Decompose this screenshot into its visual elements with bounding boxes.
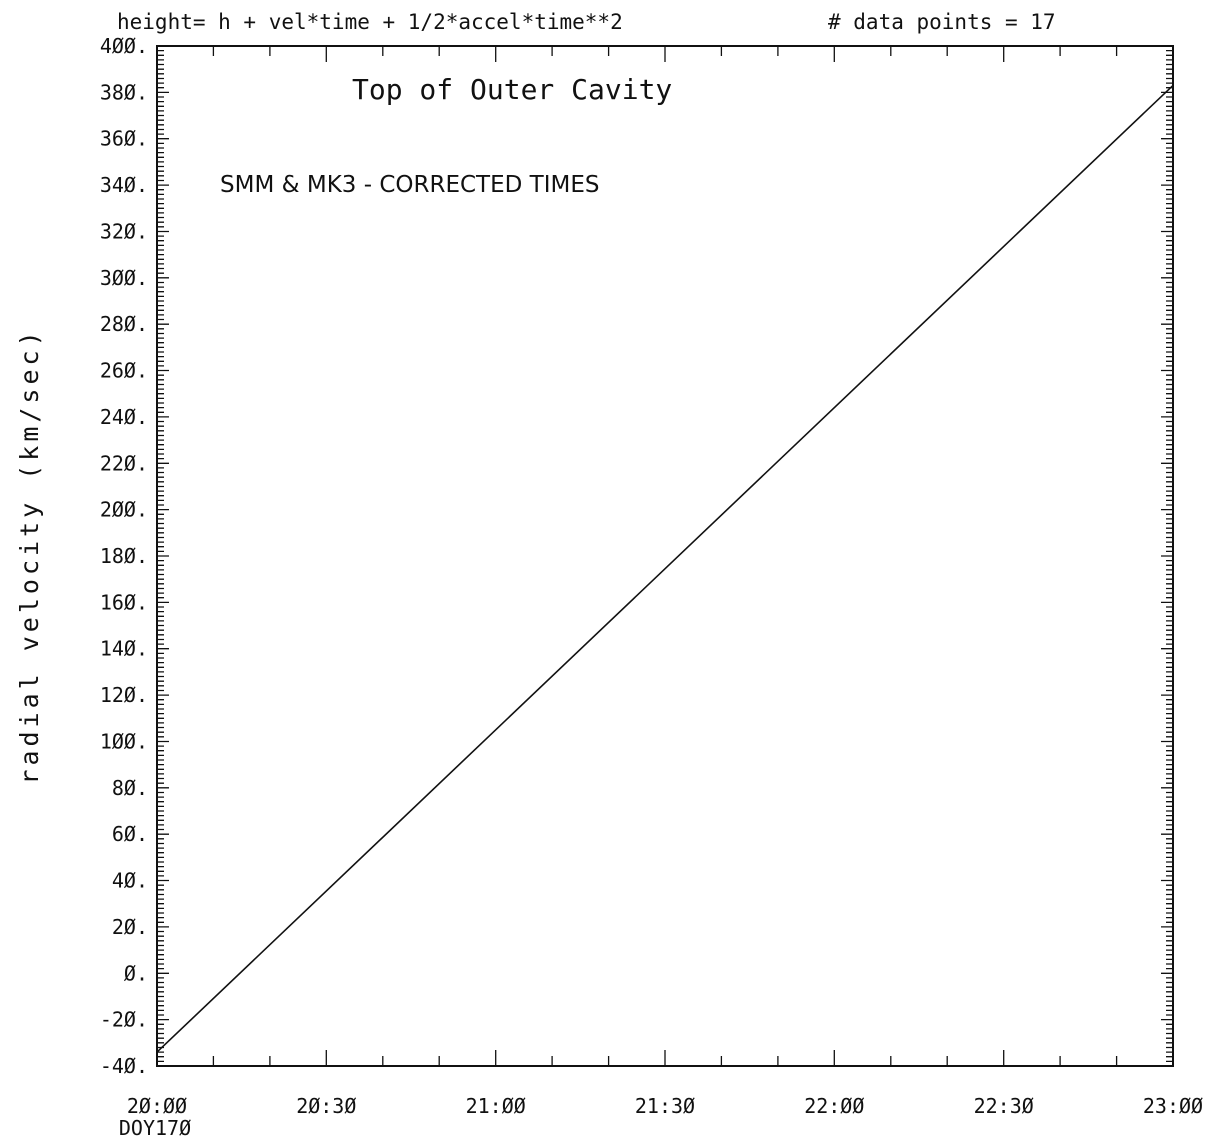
y-tick-label: 18Ø. (100, 544, 148, 568)
y-tick-label: 3ØØ. (100, 266, 148, 290)
y-tick-label: 36Ø. (100, 127, 148, 151)
y-tick-label: 2ØØ. (100, 498, 148, 522)
y-tick-label: 14Ø. (100, 637, 148, 661)
x-tick-labels: 2Ø:ØØ 2Ø:3Ø 21:ØØ 21:3Ø 22:ØØ 22:3Ø 23:ØØ (127, 1094, 1203, 1118)
y-tick-label: 2Ø. (112, 915, 148, 939)
y-tick-label: 38Ø. (100, 80, 148, 104)
y-tick-label: 32Ø. (100, 220, 148, 244)
y-tick-label: 24Ø. (100, 405, 148, 429)
y-tick-labels: 4ØØ. 38Ø. 36Ø. 34Ø. 32Ø. 3ØØ. 28Ø. 26Ø. 24Ø. 22Ø.… (100, 34, 148, 1078)
formula-header: height= h + vel*time + 1/2*accel*time**2 (117, 10, 623, 34)
series-layer (156, 84, 1174, 1053)
chart-annotation: SMM & MK3 - CORRECTED TIMES (220, 172, 599, 198)
y-tick-label: 4ØØ. (100, 34, 148, 58)
chart-title: Top of Outer Cavity (352, 73, 672, 106)
tick-marks (156, 45, 1174, 1067)
y-tick-label: 8Ø. (112, 776, 148, 800)
axis-ticks (156, 45, 1174, 1067)
y-tick-label: 26Ø. (100, 359, 148, 383)
velocity-line (156, 84, 1174, 1053)
y-tick-label: 12Ø. (100, 683, 148, 707)
x-tick-label: 21:ØØ (466, 1094, 526, 1118)
x-tick-label: 2Ø:3Ø (296, 1094, 356, 1118)
plot-frame (156, 45, 1174, 1067)
x-tick-label: 23:ØØ (1143, 1094, 1203, 1118)
y-tick-label: -2Ø. (100, 1008, 148, 1032)
y-tick-label: 22Ø. (100, 451, 148, 475)
y-tick-label: -4Ø. (100, 1054, 148, 1078)
y-tick-label: 1ØØ. (100, 730, 148, 754)
y-tick-label: 4Ø. (112, 869, 148, 893)
data-points-header: # data points = 17 (828, 10, 1056, 34)
y-tick-label: 28Ø. (100, 312, 148, 336)
x-tick-label: 21:3Ø (635, 1094, 695, 1118)
y-tick-label: 6Ø. (112, 822, 148, 846)
x-tick-label: 22:3Ø (974, 1094, 1034, 1118)
x-tick-label: 22:ØØ (804, 1094, 864, 1118)
y-tick-label: 16Ø. (100, 590, 148, 614)
x-tick-label: 2Ø:ØØ (127, 1094, 187, 1118)
y-tick-label: 34Ø. (100, 173, 148, 197)
x-start-label: DOY17Ø (119, 1116, 191, 1140)
y-tick-label: Ø. (124, 961, 148, 985)
y-axis-label: radial velocity (km/sec) (15, 327, 44, 784)
